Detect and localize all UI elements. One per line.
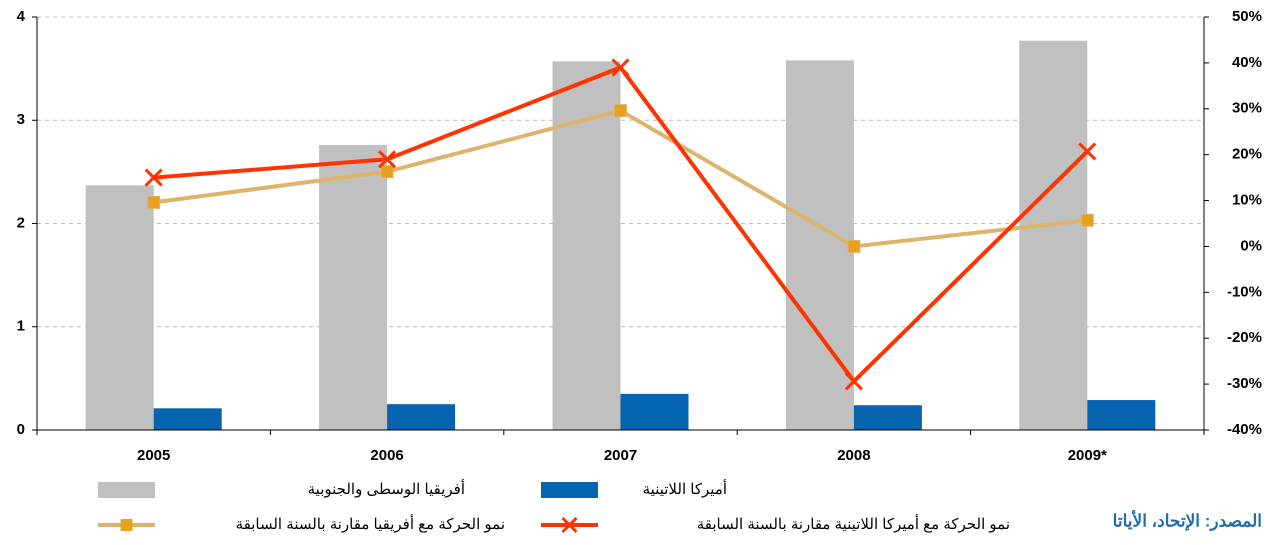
line-marker (1080, 213, 1094, 227)
y2-tick-label: -20% (1227, 329, 1262, 346)
line-marker (844, 372, 863, 391)
legend-label: أفريقيا الوسطى والجنوبية (308, 479, 465, 498)
y2-tick-label: 0% (1240, 237, 1262, 254)
x-tick-label: 2007 (604, 447, 637, 464)
y2-tick-label: 40% (1232, 54, 1262, 71)
line-marker (1078, 142, 1097, 161)
y2-tick-label: 30% (1232, 100, 1262, 117)
x-tick-label: 2005 (137, 447, 170, 464)
line-marker (611, 58, 630, 77)
y2-tick-label: -40% (1227, 421, 1262, 438)
y-tick-label: 0 (17, 421, 25, 438)
legend-swatch (541, 482, 598, 498)
legend-marker (120, 519, 133, 531)
bar (1019, 40, 1088, 431)
legend-label: نمو الحركة مع أفريقيا مقارنة بالسنة السا… (236, 514, 505, 533)
y2-tick-label: -10% (1227, 283, 1262, 300)
bar (853, 405, 922, 430)
line-marker (144, 168, 163, 187)
bar (387, 404, 456, 430)
x-tick-label: 2006 (370, 447, 403, 464)
line-marker (147, 195, 161, 209)
y-tick-label: 1 (17, 318, 25, 335)
line-marker (614, 104, 627, 118)
bar (1087, 400, 1156, 430)
bar (153, 408, 222, 430)
line-marker (847, 239, 861, 253)
y-tick-label: 3 (17, 111, 25, 128)
x-tick-label: 2009* (1068, 447, 1107, 464)
y-tick-label: 4 (17, 8, 26, 25)
bar (785, 60, 854, 431)
y2-tick-label: 10% (1232, 192, 1262, 209)
y2-tick-label: -30% (1227, 375, 1262, 392)
bar (552, 61, 621, 431)
bar (319, 145, 388, 430)
bar (85, 185, 154, 430)
bar (620, 393, 689, 430)
line-marker (378, 150, 397, 169)
legend-label: أميركا اللاتينية (643, 479, 727, 498)
y2-tick-label: 20% (1232, 146, 1262, 163)
legend-label: نمو الحركة مع أميركا اللاتينية مقارنة با… (697, 514, 1010, 533)
legend-marker (561, 516, 578, 534)
line-marker (380, 165, 394, 179)
y-tick-label: 2 (17, 214, 25, 231)
legend-swatch (98, 482, 155, 498)
source-note: المصدر: الإتحاد، الأياتا (1113, 509, 1262, 531)
y2-tick-label: 50% (1232, 8, 1262, 25)
x-tick-label: 2008 (837, 447, 870, 464)
